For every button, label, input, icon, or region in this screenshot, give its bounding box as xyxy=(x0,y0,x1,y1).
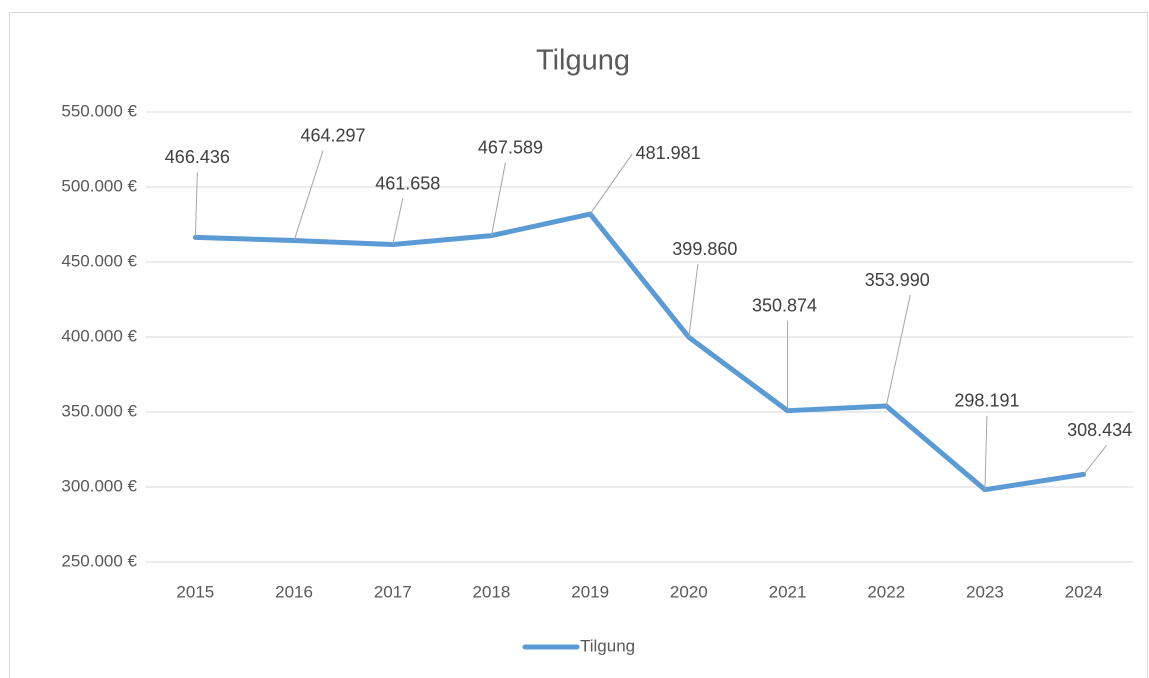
y-tick-label: 250.000 € xyxy=(61,551,137,570)
x-tick-label: 2023 xyxy=(966,582,1004,601)
data-label: 298.191 xyxy=(954,390,1019,410)
y-tick-label: 300.000 € xyxy=(61,476,137,495)
leader-line xyxy=(194,172,198,238)
y-tick-label: 450.000 € xyxy=(61,251,137,270)
data-label: 353.990 xyxy=(865,270,930,290)
data-label: 350.874 xyxy=(752,295,817,315)
leader-line xyxy=(392,198,404,245)
legend-label: Tilgung xyxy=(580,636,635,655)
x-tick-label: 2017 xyxy=(374,582,412,601)
leader-line xyxy=(984,415,988,490)
data-label: 467.589 xyxy=(478,137,543,157)
x-tick-label: 2020 xyxy=(670,582,708,601)
leader-line xyxy=(1083,445,1108,475)
leader-line xyxy=(688,264,699,338)
leader-line xyxy=(490,162,506,236)
line xyxy=(192,211,1087,493)
x-tick-label: 2024 xyxy=(1065,582,1103,601)
data-label: 308.434 xyxy=(1067,420,1132,440)
x-tick-label: 2022 xyxy=(867,582,905,601)
data-label: 461.658 xyxy=(375,173,440,193)
x-tick-label: 2015 xyxy=(176,582,214,601)
data-label: 399.860 xyxy=(672,239,737,259)
y-tick-label: 550.000 € xyxy=(61,101,137,120)
data-label: 481.981 xyxy=(636,143,701,163)
data-label: 466.436 xyxy=(165,147,230,167)
leader-line xyxy=(293,150,324,241)
data-label: 464.297 xyxy=(301,125,366,145)
x-tick-label: 2018 xyxy=(473,582,511,601)
y-tick-label: 400.000 € xyxy=(61,326,137,345)
chart-title: Tilgung xyxy=(536,45,630,77)
y-tick-label: 500.000 € xyxy=(61,176,137,195)
leader-line xyxy=(885,294,911,407)
chart-frame xyxy=(9,12,1148,678)
y-tick-label: 350.000 € xyxy=(61,401,137,420)
x-tick-label: 2016 xyxy=(275,582,313,601)
x-tick-label: 2019 xyxy=(571,582,609,601)
x-tick-label: 2021 xyxy=(769,582,807,601)
leader-line xyxy=(589,153,633,215)
